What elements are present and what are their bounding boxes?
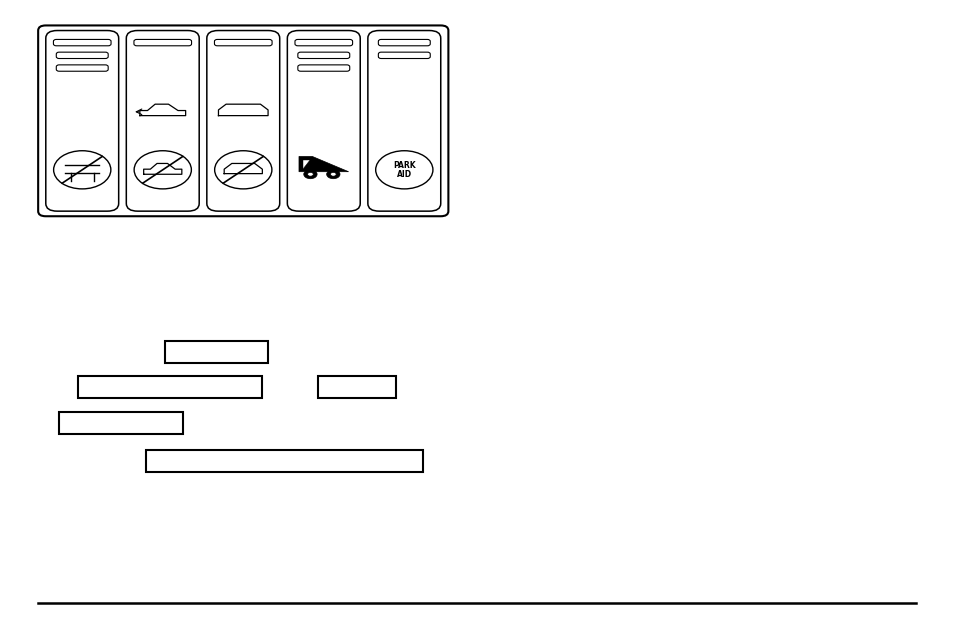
FancyBboxPatch shape — [56, 52, 108, 59]
Circle shape — [307, 172, 313, 176]
FancyBboxPatch shape — [38, 25, 448, 216]
Circle shape — [326, 170, 339, 179]
Bar — [317, 376, 395, 398]
Bar — [78, 376, 262, 398]
Bar — [165, 341, 268, 363]
FancyBboxPatch shape — [378, 39, 430, 46]
Text: PARK: PARK — [393, 161, 416, 170]
Circle shape — [53, 151, 111, 189]
FancyBboxPatch shape — [368, 31, 440, 211]
FancyBboxPatch shape — [126, 31, 199, 211]
FancyBboxPatch shape — [133, 39, 192, 46]
Circle shape — [330, 172, 335, 176]
Polygon shape — [298, 156, 348, 172]
FancyBboxPatch shape — [53, 39, 111, 46]
FancyBboxPatch shape — [56, 65, 108, 71]
Text: AID: AID — [396, 170, 412, 179]
FancyBboxPatch shape — [214, 39, 272, 46]
Circle shape — [375, 151, 433, 189]
Bar — [146, 450, 422, 472]
FancyBboxPatch shape — [297, 52, 350, 59]
Bar — [59, 412, 183, 434]
FancyBboxPatch shape — [378, 52, 430, 59]
FancyBboxPatch shape — [297, 65, 350, 71]
FancyBboxPatch shape — [294, 39, 353, 46]
Circle shape — [303, 170, 316, 179]
FancyBboxPatch shape — [287, 31, 360, 211]
FancyBboxPatch shape — [46, 31, 118, 211]
Circle shape — [134, 151, 192, 189]
Circle shape — [214, 151, 272, 189]
Polygon shape — [302, 160, 310, 169]
FancyBboxPatch shape — [207, 31, 279, 211]
